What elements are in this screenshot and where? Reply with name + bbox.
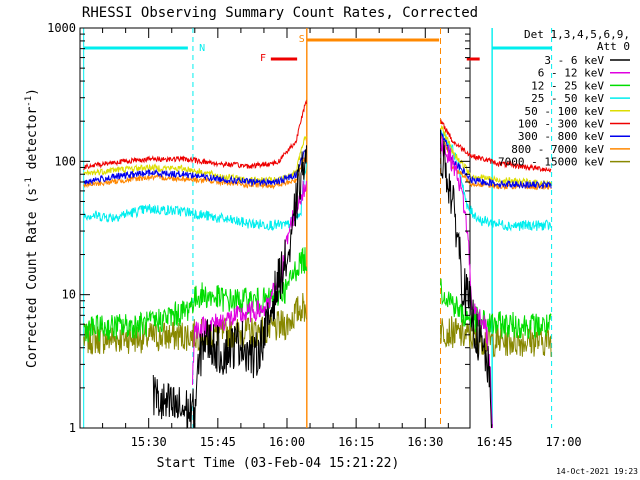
flag-label-s: S — [299, 34, 305, 45]
series-line-4-segment-1 — [83, 135, 308, 185]
y-tick-label: 1 — [69, 421, 76, 435]
series-line-8-segment-2 — [440, 316, 552, 358]
x-tick-label: 16:30 — [407, 435, 443, 449]
series-line-6-segment-1 — [83, 148, 307, 187]
series-line-0-segment-2 — [440, 129, 493, 429]
series-line-2-segment-2 — [440, 278, 552, 339]
chart-title: RHESSI Observing Summary Count Rates, Co… — [82, 5, 478, 21]
legend-label-1: 6 - 12 keV — [538, 67, 605, 80]
series-line-7-segment-1 — [83, 153, 308, 190]
y-tick-label: 10 — [62, 288, 76, 302]
y-axis-label-mid: detector — [25, 107, 40, 178]
legend-label-0: 3 - 6 keV — [544, 54, 604, 67]
series-line-5-segment-1 — [83, 99, 308, 171]
x-tick-label: 16:15 — [338, 435, 374, 449]
y-tick-label: 1000 — [47, 21, 76, 35]
legend-label-3: 25 - 50 keV — [531, 92, 604, 105]
y-axis-label-sup1: -1 — [24, 177, 34, 188]
x-tick-label: 16:00 — [269, 435, 305, 449]
series-line-6-segment-2 — [440, 129, 552, 190]
flag-label-f: F — [260, 53, 266, 64]
x-tick-label: 15:45 — [200, 435, 236, 449]
plot-border — [79, 27, 471, 429]
x-tick-label: 17:00 — [546, 435, 582, 449]
timestamp: 14-Oct-2021 19:23 — [556, 467, 638, 476]
legend-title-line-2: Att 0 — [597, 40, 630, 53]
series-line-3-segment-1 — [83, 162, 308, 232]
series-line-1-segment-1 — [192, 180, 307, 385]
series-line-1-segment-2 — [440, 136, 493, 429]
series-line-0-segment-1 — [152, 145, 307, 429]
x-tick-label: 15:30 — [131, 435, 167, 449]
flag-label-n: N — [199, 43, 205, 54]
series-lines — [83, 99, 552, 429]
legend-label-4: 50 - 100 keV — [525, 105, 605, 118]
legend-title-line-1: Det 1,3,4,5,6,9, — [524, 28, 630, 41]
x-axis-label: Start Time (03-Feb-04 15:21:22) — [157, 456, 400, 471]
legend-label-5: 100 - 300 keV — [518, 118, 604, 131]
legend-label-2: 12 - 25 keV — [531, 79, 604, 92]
plot-frame — [79, 27, 471, 429]
y-axis-label-sup2: -1 — [24, 96, 34, 107]
series-line-8-segment-1 — [83, 292, 308, 355]
y-axis-label: Corrected Count Rate (s-1 detector-1) — [24, 88, 40, 368]
y-axis-label-end: ) — [25, 88, 40, 96]
axes: 1 10 100 1000 15:30 15:45 16:00 16:15 16:30 16:45… — [47, 21, 582, 449]
y-axis-label-main: Corrected Count Rate (s — [25, 188, 40, 368]
event-markers: N F S — [83, 28, 553, 428]
legend-label-8: 7000 - 15000 keV — [498, 156, 604, 169]
y-tick-label: 100 — [54, 154, 76, 168]
legend-label-7: 800 - 7000 keV — [511, 143, 604, 156]
x-tick-label: 16:45 — [476, 435, 512, 449]
legend-label-6: 300 - 800 keV — [518, 130, 604, 143]
series-line-5-segment-2 — [440, 119, 552, 173]
